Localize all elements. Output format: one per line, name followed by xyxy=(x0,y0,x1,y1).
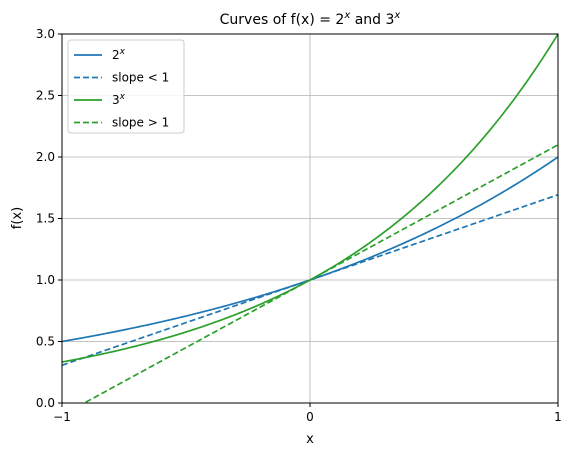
legend: 2x slope < 1 3x slope > 1 xyxy=(67,39,185,134)
legend-box xyxy=(67,39,185,134)
legend-label-3: 3x xyxy=(112,92,126,107)
x-tick-label: −1 xyxy=(53,410,71,424)
y-tick-label: 0.0 xyxy=(36,396,55,410)
legend-label-2: slope < 1 xyxy=(112,71,169,85)
legend-label-4: slope > 1 xyxy=(112,116,169,130)
y-tick-label: 3.0 xyxy=(36,27,55,41)
y-tick-label: 2.5 xyxy=(36,89,55,103)
y-tick-label: 1.0 xyxy=(36,273,55,287)
series-line-4 xyxy=(82,144,558,403)
legend-label-1: 2x xyxy=(112,47,126,62)
x-tick-label: 0 xyxy=(306,410,314,424)
y-axis-label: f(x) xyxy=(10,207,25,229)
y-tick-label: 2.0 xyxy=(36,150,55,164)
ticks: −1 0 1 0.0 0.5 1.0 1.5 2.0 2.5 3.0 xyxy=(36,27,562,424)
y-tick-label: 1.5 xyxy=(36,212,55,226)
y-tick-label: 0.5 xyxy=(36,335,55,349)
series-group xyxy=(62,34,558,403)
x-tick-label: 1 xyxy=(554,410,562,424)
x-axis-label: x xyxy=(306,432,314,447)
chart-title: Curves of f(x) = 2x and 3x xyxy=(220,10,401,28)
